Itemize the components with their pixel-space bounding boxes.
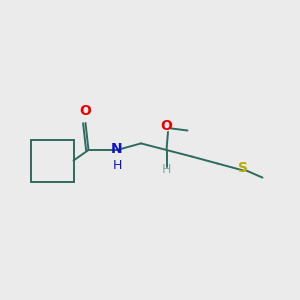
Text: O: O bbox=[160, 119, 172, 133]
Text: H: H bbox=[162, 163, 171, 176]
Text: S: S bbox=[238, 161, 248, 175]
Text: H: H bbox=[113, 159, 122, 172]
Text: N: N bbox=[111, 142, 122, 156]
Text: O: O bbox=[80, 103, 92, 118]
